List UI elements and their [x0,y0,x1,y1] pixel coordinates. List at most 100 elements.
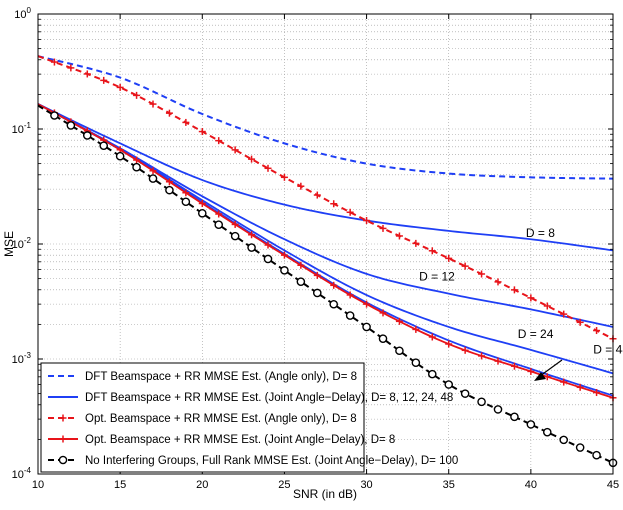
data-point [575,443,585,452]
data-point [182,189,190,197]
series-1 [37,103,614,252]
data-point [494,357,502,365]
data-point [379,309,387,317]
data-point [493,405,503,414]
data-point [67,64,75,72]
data-point [214,220,224,229]
x-tick-label: 35 [443,479,455,491]
series-5 [37,55,617,343]
axis-ticks: 10 15 20 25 30 35 40 45 100 10-1 10-2 10-3 10-4 [12,6,620,491]
data-point [297,182,305,190]
data-point [263,254,273,264]
data-point [559,435,569,445]
x-tick-label: 45 [607,479,619,491]
data-point [133,91,141,99]
data-point [215,137,223,145]
data-point [248,155,256,163]
data-point [478,352,486,360]
data-point [478,270,486,278]
legend-entry: No Interfering Groups, Full Rank MMSE Es… [48,455,458,467]
legend-entry: DFT Beamspace + RR MMSE Est. (Angle only… [48,371,357,383]
data-point [198,199,206,207]
data-point [149,167,157,175]
data-point [133,156,141,164]
data-point [395,346,404,356]
legend-label: No Interfering Groups, Full Rank MMSE Es… [85,455,458,467]
legend-label: Opt. Beamspace + RR MMSE Est. (Angle onl… [85,413,357,425]
data-point [593,389,601,397]
data-point [181,197,191,207]
data-point [296,277,306,286]
data-point [280,251,288,259]
data-point [460,389,470,398]
legend-entry: Opt. Beamspace + RR MMSE Est. (Joint Ang… [48,434,395,446]
series-line [37,103,614,399]
data-point [264,164,272,172]
series-annotation: D = 48 [593,342,623,356]
legend: DFT Beamspace + RR MMSE Est. (Angle only… [40,362,458,473]
x-axis-label: SNR (in dB) [293,487,357,501]
data-point [100,76,108,84]
legend-entry: DFT Beamspace + RR MMSE Est. (Joint Angl… [48,392,453,404]
series-annotation: D = 12 [419,270,455,284]
series-line [37,55,614,340]
data-point [560,378,568,386]
data-point [395,317,403,325]
data-point [477,397,486,407]
data-point [329,299,339,309]
legend-box [40,362,365,473]
series-0 [37,55,614,180]
data-point [231,146,239,154]
data-point [527,367,535,375]
data-point [197,208,207,218]
y-axis-label: MSE [2,231,16,257]
x-tick-label: 15 [114,479,126,491]
d48-arrow-head [534,372,546,381]
data-point [542,427,552,437]
data-point [132,162,141,172]
data-point [165,109,173,117]
y-tick-label: 10-3 [12,351,32,366]
data-point [593,327,601,335]
data-point [182,118,190,126]
data-point [198,128,206,136]
data-point [363,217,371,225]
data-point [428,247,436,255]
d48-arrow-shaft [539,359,563,377]
data-point [428,333,436,341]
data-point [66,121,76,130]
data-point [231,220,239,228]
data-point [83,70,91,78]
data-point [461,262,469,270]
data-point [378,334,388,343]
data-point [461,346,469,354]
data-point [411,358,421,368]
data-point [115,151,125,161]
data-point [526,420,536,429]
series-annotation: D = 8 [526,226,555,240]
data-point [99,141,109,150]
legend-entry: Opt. Beamspace + RR MMSE Est. (Angle onl… [48,413,357,425]
data-point [165,178,173,186]
data-point [50,58,58,66]
data-point [346,208,354,216]
series-annotation: D = 24 [518,327,554,341]
legend-label: DFT Beamspace + RR MMSE Est. (Joint Angl… [85,392,453,404]
data-point [346,291,354,299]
data-point [116,83,124,91]
data-point [510,412,519,422]
x-tick-label: 20 [196,479,208,491]
data-point [494,278,502,286]
series-line [37,55,614,180]
data-point [297,261,305,269]
data-point [510,362,518,370]
series-line [37,103,614,328]
series-layer [37,55,618,468]
data-point [363,300,371,308]
y-tick-label: 100 [14,6,31,21]
data-point [215,210,223,218]
data-point [543,302,551,310]
annotations: D = 8 D = 12 D = 24 D = 48 [419,226,623,356]
series-line [37,103,614,252]
data-point [445,254,453,262]
